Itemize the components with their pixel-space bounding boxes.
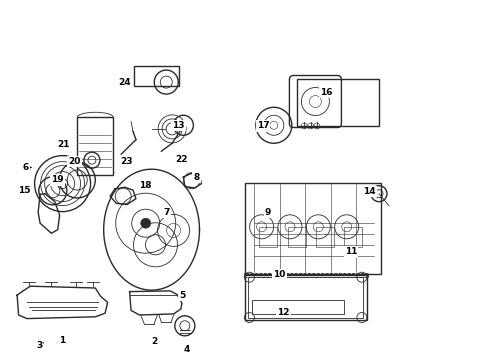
- Text: 17: 17: [256, 122, 269, 130]
- Text: 8: 8: [193, 173, 199, 181]
- Bar: [248, 277, 363, 318]
- Text: 11: 11: [344, 248, 357, 256]
- Text: 15: 15: [18, 186, 31, 195]
- Text: 4: 4: [183, 346, 190, 354]
- Text: 19: 19: [51, 175, 64, 184]
- Text: 12: 12: [277, 308, 289, 317]
- Text: 20: 20: [68, 157, 81, 166]
- Text: 1: 1: [60, 336, 65, 345]
- Bar: [245, 275, 366, 320]
- Text: 6: 6: [22, 163, 28, 172]
- Bar: [315, 226, 333, 247]
- Text: 21: 21: [57, 140, 70, 149]
- Bar: [244, 183, 381, 274]
- Text: 2: 2: [151, 337, 157, 346]
- Text: 5: 5: [179, 291, 184, 300]
- Text: 18: 18: [139, 181, 152, 190]
- Bar: [297, 79, 379, 126]
- Text: 23: 23: [120, 157, 132, 166]
- Bar: [134, 66, 179, 86]
- Bar: [251, 300, 343, 314]
- Text: 10: 10: [273, 270, 285, 279]
- Text: 9: 9: [264, 208, 271, 217]
- Bar: [259, 226, 277, 247]
- Text: 7: 7: [163, 208, 169, 217]
- Bar: [287, 226, 305, 247]
- Text: 14: 14: [362, 187, 375, 196]
- Bar: [344, 226, 362, 247]
- Text: 13: 13: [172, 121, 184, 130]
- Bar: [77, 117, 113, 175]
- Circle shape: [141, 218, 150, 228]
- Text: 22: 22: [175, 154, 188, 163]
- Bar: [243, 273, 367, 277]
- Text: 3: 3: [36, 341, 42, 350]
- Text: 16: 16: [320, 88, 332, 97]
- Text: 24: 24: [118, 77, 131, 86]
